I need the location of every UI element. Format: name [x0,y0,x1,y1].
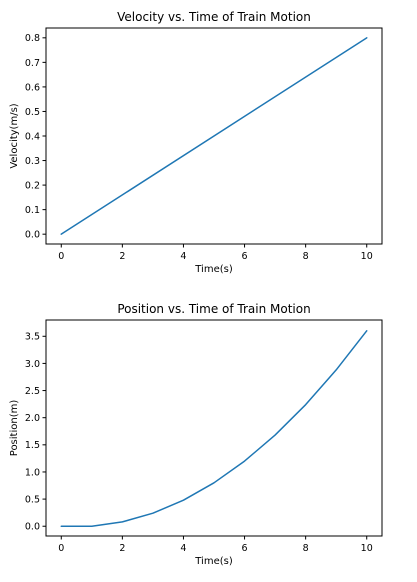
position-x-tick-label: 2 [119,543,125,554]
position-x-tick-label: 10 [361,543,373,554]
velocity-y-tick-label: 0.3 [25,156,40,167]
position-y-tick-label: 1.5 [25,440,40,451]
position-axes-frame [45,319,383,537]
position-x-axis-label: Time(s) [194,556,233,567]
position-y-tick-label: 0.0 [25,522,40,533]
velocity-x-tick-label: 2 [119,251,125,262]
position-y-axis-label: Position(m) [9,400,20,457]
position-series-line [60,330,368,527]
velocity-x-tick-label: 0 [58,251,64,262]
position-y-tick-label: 2.0 [25,413,40,424]
position-y-tick-label: 3.5 [25,332,40,343]
position-chart-title: Position vs. Time of Train Motion [117,302,310,316]
velocity-y-tick-label: 0.4 [25,131,40,142]
velocity-chart-title: Velocity vs. Time of Train Motion [117,10,311,24]
velocity-x-tick-label: 6 [242,251,248,262]
velocity-x-axis-label: Time(s) [194,264,233,275]
velocity-y-tick-label: 0.1 [25,205,40,216]
velocity-y-axis-label: Velocity(m/s) [9,103,20,168]
position-x-tick-label: 8 [303,543,309,554]
velocity-y-tick-label: 0.6 [25,82,40,93]
velocity-chart: Velocity vs. Time of Train Motion Time(s… [9,10,383,275]
position-x-tick-label: 0 [58,543,64,554]
velocity-y-tick-label: 0.7 [25,58,40,69]
position-x-tick-label: 6 [242,543,248,554]
velocity-y-tick-label: 0.2 [25,180,40,191]
position-y-tick-label: 1.0 [25,467,40,478]
velocity-x-tick-label: 8 [303,251,309,262]
velocity-y-tick-label: 0.8 [25,33,40,44]
position-y-tick-label: 0.5 [25,494,40,505]
position-x-tick-label: 4 [180,543,186,554]
velocity-y-tick-label: 0.0 [25,230,40,241]
velocity-x-tick-label: 4 [180,251,186,262]
velocity-x-tick-label: 10 [361,251,373,262]
velocity-series-line [60,37,368,235]
position-y-tick-label: 3.0 [25,359,40,370]
position-chart: Position vs. Time of Train Motion Time(s… [9,302,383,567]
position-y-tick-label: 2.5 [25,386,40,397]
velocity-y-tick-label: 0.5 [25,107,40,118]
